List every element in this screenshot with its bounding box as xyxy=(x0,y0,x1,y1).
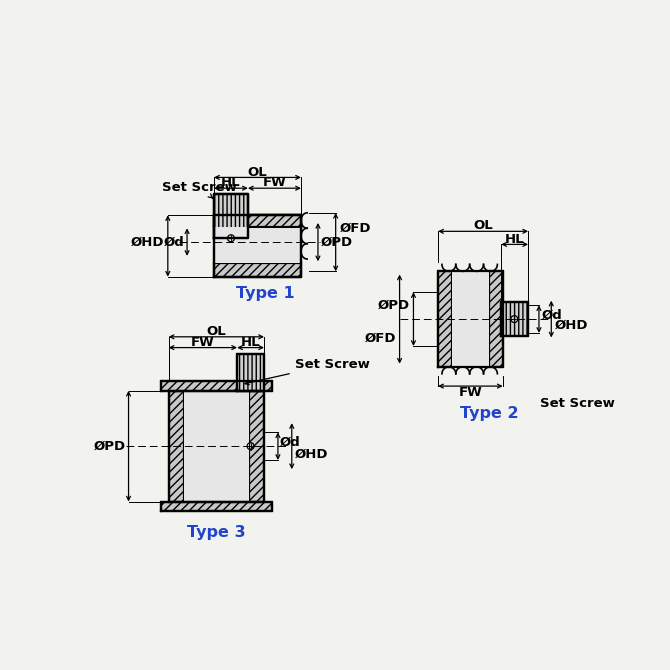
Polygon shape xyxy=(249,391,264,502)
Polygon shape xyxy=(489,271,502,367)
Text: ØPD: ØPD xyxy=(93,440,125,453)
Text: ØPD: ØPD xyxy=(379,299,410,312)
Polygon shape xyxy=(184,391,249,502)
Text: ØFD: ØFD xyxy=(340,222,371,234)
Text: Set Screw: Set Screw xyxy=(540,397,614,410)
Text: Type 3: Type 3 xyxy=(187,525,246,540)
Text: OL: OL xyxy=(248,165,267,178)
Text: ØPD: ØPD xyxy=(321,236,353,249)
Polygon shape xyxy=(214,215,301,226)
Polygon shape xyxy=(161,502,272,511)
Polygon shape xyxy=(214,228,301,256)
Text: Ød: Ød xyxy=(541,309,562,322)
Polygon shape xyxy=(248,215,301,239)
Text: OL: OL xyxy=(206,325,226,338)
Text: Set Screw: Set Screw xyxy=(245,358,370,385)
Polygon shape xyxy=(214,194,248,239)
Text: HL: HL xyxy=(221,176,241,190)
Text: Set Screw: Set Screw xyxy=(161,180,237,198)
Polygon shape xyxy=(214,226,301,263)
Text: Ød: Ød xyxy=(164,236,185,249)
Text: ØHD: ØHD xyxy=(554,319,588,332)
Text: Type 1: Type 1 xyxy=(236,286,295,302)
Polygon shape xyxy=(438,271,452,367)
Polygon shape xyxy=(214,263,301,277)
Text: HL: HL xyxy=(505,232,525,245)
Polygon shape xyxy=(452,271,489,367)
Polygon shape xyxy=(169,391,184,502)
Text: ØFD: ØFD xyxy=(365,332,397,345)
Polygon shape xyxy=(501,302,528,336)
Text: Type 2: Type 2 xyxy=(460,405,519,421)
Text: ØHD: ØHD xyxy=(131,236,165,249)
Text: FW: FW xyxy=(263,176,286,190)
Text: HL: HL xyxy=(241,336,261,348)
Text: FW: FW xyxy=(458,386,482,399)
Polygon shape xyxy=(214,226,301,263)
Polygon shape xyxy=(248,215,301,226)
Text: FW: FW xyxy=(191,336,214,348)
Polygon shape xyxy=(161,381,272,391)
Text: Ød: Ød xyxy=(280,436,301,449)
Text: ØHD: ØHD xyxy=(295,448,328,460)
Text: OL: OL xyxy=(473,220,493,232)
Polygon shape xyxy=(237,354,264,391)
